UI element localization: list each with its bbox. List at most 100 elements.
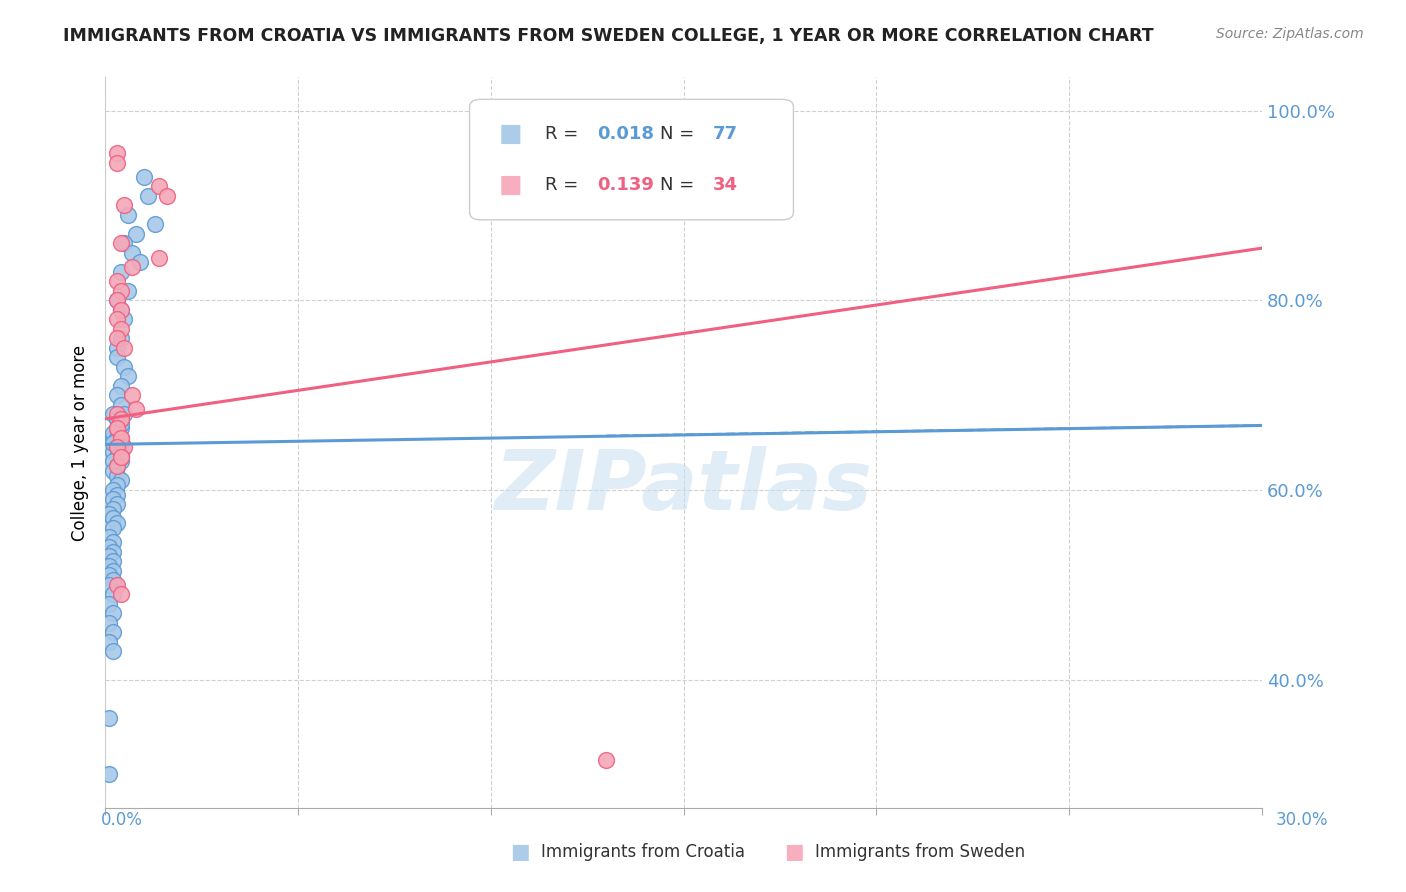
Point [101, 511, 124, 525]
Point [105, 412, 128, 426]
Point [101, 425, 124, 440]
Point [105, 450, 128, 464]
Point [105, 293, 128, 308]
Text: ■: ■ [785, 842, 804, 862]
Point [105, 155, 128, 169]
Point [110, 378, 132, 392]
Point [98, 558, 121, 573]
Point [98, 634, 121, 648]
Point [114, 440, 136, 454]
Point [101, 544, 124, 558]
Point [105, 578, 128, 592]
Text: Immigrants from Sweden: Immigrants from Sweden [815, 843, 1025, 861]
Point [121, 245, 143, 260]
Point [156, 189, 179, 203]
Text: 34: 34 [713, 176, 738, 194]
Point [114, 312, 136, 326]
Text: IMMIGRANTS FROM CROATIA VS IMMIGRANTS FROM SWEDEN COLLEGE, 1 YEAR OR MORE CORREL: IMMIGRANTS FROM CROATIA VS IMMIGRANTS FR… [63, 27, 1154, 45]
Point [105, 478, 128, 492]
Point [110, 421, 132, 435]
Text: Source: ZipAtlas.com: Source: ZipAtlas.com [1216, 27, 1364, 41]
Point [101, 625, 124, 640]
Point [148, 251, 170, 265]
Point [110, 450, 132, 464]
Text: ZIPatlas: ZIPatlas [495, 446, 873, 527]
Point [105, 440, 128, 454]
Point [125, 227, 148, 241]
Text: Immigrants from Croatia: Immigrants from Croatia [541, 843, 745, 861]
Point [101, 573, 124, 587]
Point [110, 398, 132, 412]
Point [105, 388, 128, 402]
Text: 0.018: 0.018 [596, 125, 654, 143]
Point [105, 312, 128, 326]
FancyBboxPatch shape [470, 99, 793, 219]
Text: 30.0%: 30.0% [1277, 811, 1329, 829]
Point [101, 431, 124, 445]
Point [98, 578, 121, 592]
Point [114, 407, 136, 421]
Point [105, 407, 128, 421]
Point [110, 322, 132, 336]
Point [105, 488, 128, 502]
Point [148, 179, 170, 194]
Point [117, 369, 139, 384]
Point [98, 615, 121, 630]
Point [101, 644, 124, 658]
Point [105, 341, 128, 355]
Text: ■: ■ [499, 173, 522, 197]
Point [110, 587, 132, 601]
Point [105, 440, 128, 454]
Point [105, 146, 128, 161]
Point [105, 293, 128, 308]
Point [110, 454, 132, 468]
Text: ■: ■ [499, 121, 522, 145]
Point [105, 425, 128, 440]
Point [114, 236, 136, 251]
Point [110, 236, 132, 251]
Point [110, 445, 132, 459]
Point [105, 412, 128, 426]
Point [110, 417, 132, 431]
Text: R =: R = [544, 176, 583, 194]
Point [101, 435, 124, 450]
Point [132, 169, 155, 184]
Point [98, 507, 121, 521]
Point [110, 412, 132, 426]
Point [110, 435, 132, 450]
Point [105, 459, 128, 474]
Point [129, 255, 152, 269]
Point [101, 407, 124, 421]
Point [110, 431, 132, 445]
Point [105, 350, 128, 364]
Point [110, 412, 132, 426]
Point [595, 753, 617, 767]
Point [117, 208, 139, 222]
Point [98, 568, 121, 582]
Point [101, 535, 124, 549]
Point [101, 492, 124, 507]
Text: N =: N = [661, 125, 700, 143]
Point [105, 421, 128, 435]
Point [101, 483, 124, 497]
Text: 77: 77 [713, 125, 738, 143]
Point [98, 597, 121, 611]
Point [98, 549, 121, 564]
Text: R =: R = [544, 125, 583, 143]
Point [114, 359, 136, 374]
Point [117, 284, 139, 298]
Point [105, 459, 128, 474]
Text: N =: N = [661, 176, 700, 194]
Point [98, 540, 121, 554]
Point [101, 587, 124, 601]
Point [110, 265, 132, 279]
Point [125, 402, 148, 417]
Text: 0.0%: 0.0% [101, 811, 143, 829]
Point [143, 218, 166, 232]
Point [121, 388, 143, 402]
Point [101, 554, 124, 568]
Point [121, 260, 143, 274]
Point [105, 274, 128, 288]
Point [114, 341, 136, 355]
Point [101, 464, 124, 478]
